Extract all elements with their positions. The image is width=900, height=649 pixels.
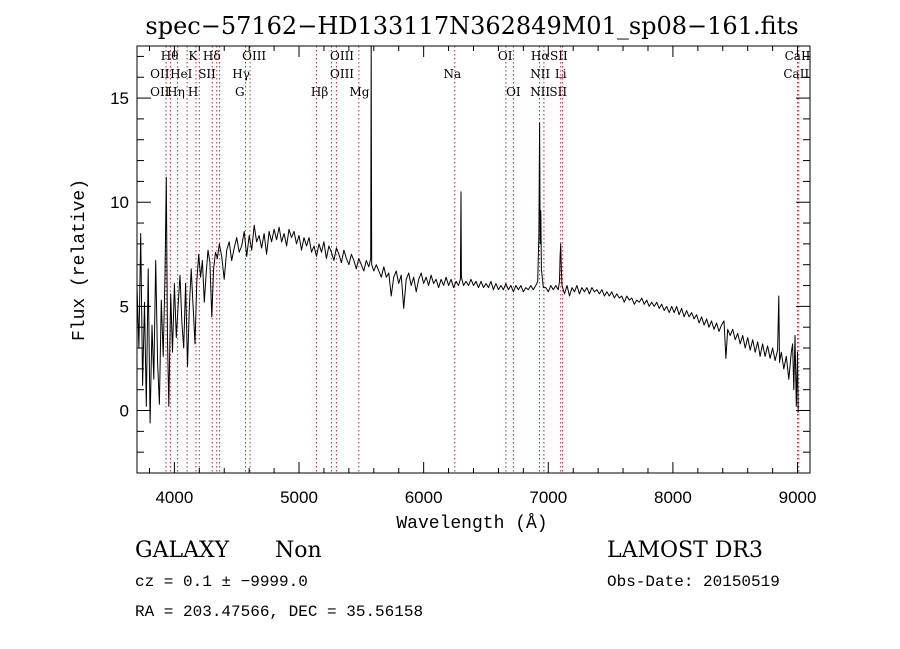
line-label-18: OII <box>150 85 170 99</box>
line-label-0: Hθ <box>161 49 179 63</box>
y-tick-label: 0 <box>120 402 129 421</box>
x-tick-label: 8000 <box>654 488 692 507</box>
spectrum-line <box>136 45 799 424</box>
line-label-15: NII <box>530 67 550 81</box>
survey-name: LAMOST DR3 <box>607 538 763 563</box>
x-tick-label: 7000 <box>529 488 567 507</box>
line-label-23: Mg <box>349 85 369 99</box>
coordinates: RA = 203.47566, DEC = 35.56158 <box>135 603 424 621</box>
line-label-7: SII <box>550 49 568 63</box>
x-tick-label: 5000 <box>280 488 318 507</box>
y-tick-label: 5 <box>120 297 129 316</box>
line-label-1: K <box>188 49 198 63</box>
object-class: GALAXY <box>135 538 230 563</box>
line-label-12: Hγ <box>232 67 250 81</box>
emission-line-markers <box>165 46 800 473</box>
line-label-14: Na <box>443 67 461 81</box>
x-tick-label: 6000 <box>405 488 443 507</box>
observation-date: Obs-Date: 20150519 <box>607 573 780 591</box>
x-axis: 4000 5000 6000 7000 8000 9000 <box>148 46 817 507</box>
line-label-11: SII <box>198 67 216 81</box>
line-label-13: OIII <box>330 67 354 81</box>
line-label-4: OIII <box>330 49 354 63</box>
line-label-16: Li <box>555 67 567 81</box>
spectrum-series <box>136 45 799 424</box>
plot-frame <box>136 45 811 474</box>
y-tick-label: 15 <box>110 89 129 108</box>
redshift-cz: cz = 0.1 ± −9999.0 <box>135 573 308 591</box>
line-label-9: OII <box>150 67 170 81</box>
y-axis: 0 5 10 15 <box>110 55 810 474</box>
line-label-20: H <box>188 85 198 99</box>
line-label-26: SII <box>549 85 567 99</box>
line-label-21: G <box>235 85 245 99</box>
line-label-6: Hα <box>531 49 550 63</box>
line-label-5: OI <box>498 49 513 63</box>
line-label-19: Hη <box>167 85 185 99</box>
line-label-10: HeI <box>170 67 193 81</box>
line-label-17: CaII <box>783 67 809 81</box>
line-label-2: Hδ <box>203 49 221 63</box>
x-axis-label: Wavelength (Å) <box>396 513 547 534</box>
y-axis-label: Flux (relative) <box>70 179 90 341</box>
object-subclass: Non <box>275 538 322 563</box>
chart-title: spec−57162−HD133117N362849M01_sp08−161.f… <box>145 12 798 40</box>
line-label-24: OI <box>506 85 521 99</box>
line-label-3: OIII <box>242 49 266 63</box>
x-tick-label: 9000 <box>779 488 817 507</box>
x-tick-label: 4000 <box>155 488 193 507</box>
line-label-22: Hβ <box>311 85 328 99</box>
line-label-25: NII <box>530 85 550 99</box>
y-tick-label: 10 <box>110 193 129 212</box>
